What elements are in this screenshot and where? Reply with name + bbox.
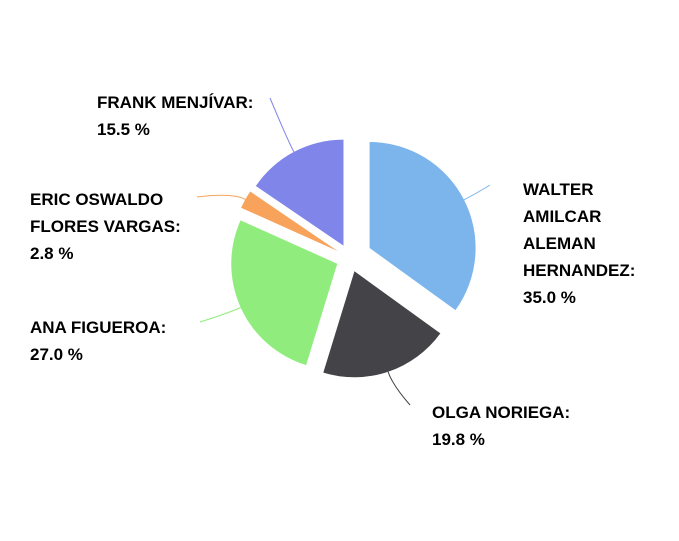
pie-slice — [241, 191, 338, 252]
pie-slice — [231, 220, 338, 366]
connector — [269, 97, 295, 153]
connector — [463, 184, 491, 201]
pie-slice — [255, 139, 344, 246]
data-label: OLGA NORIEGA: 19.8 % — [432, 403, 571, 449]
data-label: ANA FIGUEROA: 27.0 % — [30, 318, 167, 364]
data-label: FRANK MENJÍVAR: 15.5 % — [97, 93, 254, 139]
pie-slice — [323, 271, 441, 378]
data-label: WALTER AMILCAR ALEMAN HERNANDEZ: 35.0 % — [523, 180, 636, 307]
data-label: ERIC OSWALDO FLORES VARGAS: 2.8 % — [30, 190, 181, 263]
connector — [196, 194, 246, 200]
connector — [199, 307, 241, 323]
connector — [387, 371, 411, 406]
pie-slice — [369, 141, 476, 311]
